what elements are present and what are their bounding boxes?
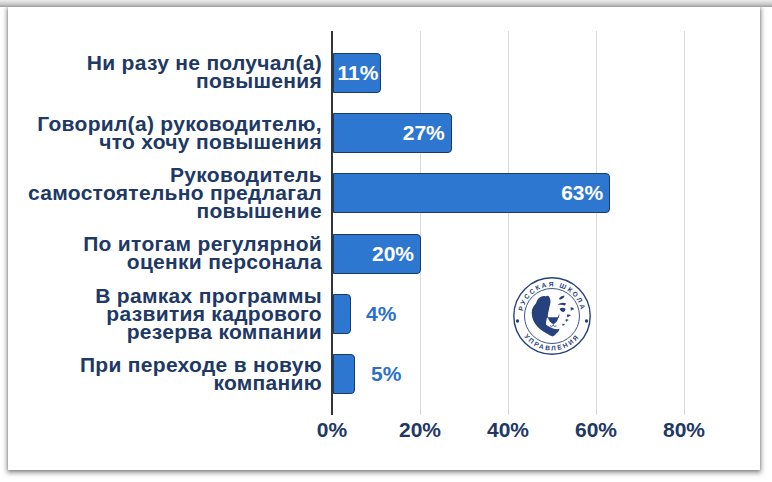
svg-text:РУССКАЯ ШКОЛА: РУССКАЯ ШКОЛА (517, 281, 587, 312)
